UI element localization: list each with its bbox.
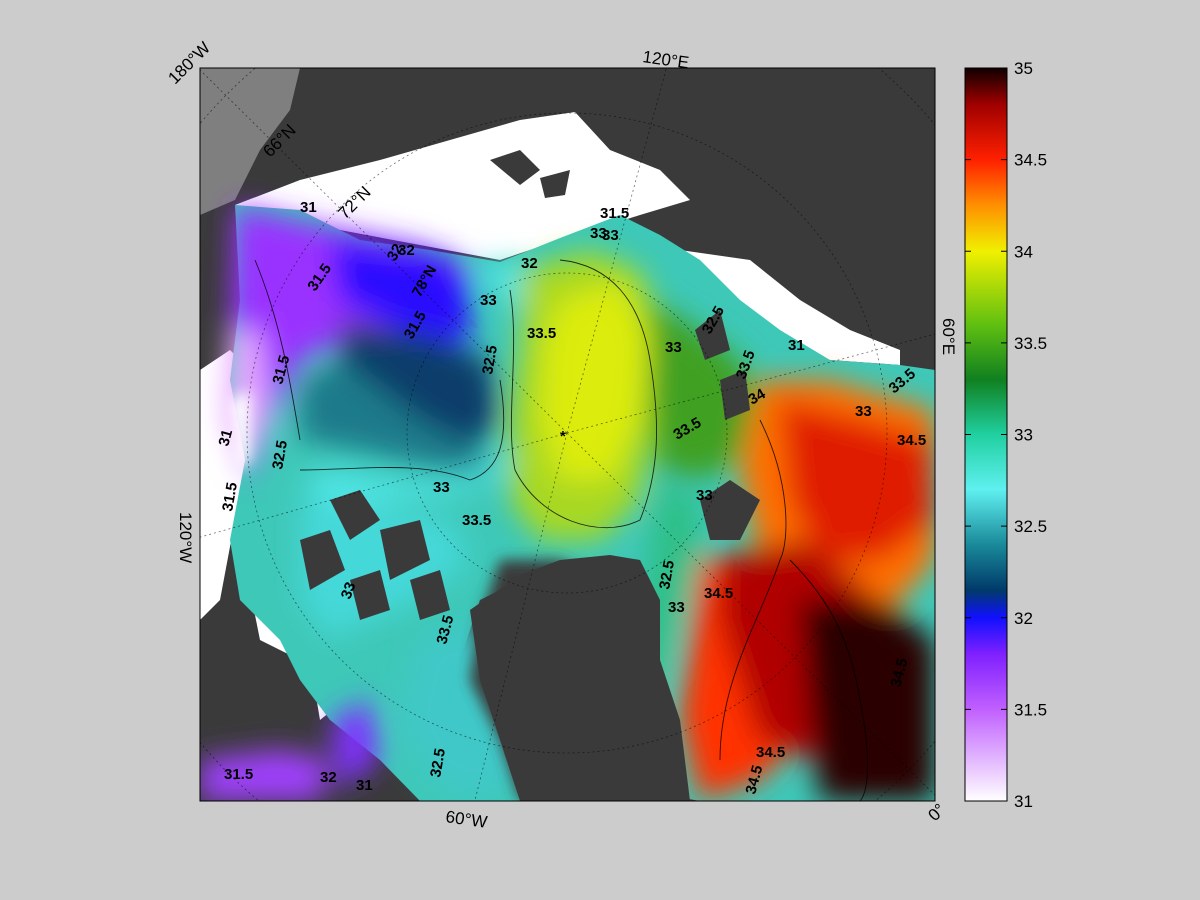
contour-label: 32 bbox=[320, 769, 337, 786]
contour-label: 34.5 bbox=[887, 656, 911, 689]
colorbar-tick-label: 34.5 bbox=[1014, 151, 1047, 170]
graticule bbox=[200, 68, 935, 801]
contour-label: 32.5 bbox=[656, 559, 678, 591]
lon-label-120w: 120°W bbox=[176, 512, 195, 563]
colorbar-tick-label: 33 bbox=[1014, 426, 1033, 445]
contour-label: 33.5 bbox=[433, 613, 457, 646]
colorbar: 35 34.5 34 33.5 33 32.5 32 31.5 31 bbox=[964, 59, 1047, 811]
ocean-salinity-field bbox=[200, 205, 935, 801]
contour-label: 31 bbox=[788, 337, 805, 354]
contour-label: 31.5 bbox=[269, 353, 293, 386]
colorbar-fill bbox=[965, 68, 1007, 801]
contour-lines bbox=[254, 259, 868, 801]
contour-label: 32 bbox=[521, 255, 538, 272]
contour-label: 31.5 bbox=[219, 481, 241, 513]
contour-label: 31 bbox=[215, 428, 236, 449]
colorbar-tick-label: 34 bbox=[1014, 242, 1033, 261]
contour-label: 33 bbox=[602, 227, 619, 244]
greenland bbox=[470, 555, 690, 801]
contour-label: 33 bbox=[433, 479, 450, 496]
contour-label: 33 bbox=[696, 487, 713, 504]
contour-label: 32.5 bbox=[269, 439, 291, 471]
contour-label: 31.5 bbox=[600, 205, 629, 222]
colorbar-tick-label: 32.5 bbox=[1014, 517, 1047, 536]
contour-label: 34 bbox=[746, 385, 770, 408]
contour-label: 33 bbox=[855, 403, 872, 420]
colorbar-ticks: 35 34.5 34 33.5 33 32.5 32 31.5 31 bbox=[965, 59, 1047, 811]
contour-label: 32.5 bbox=[479, 344, 501, 376]
contour-label: 31 bbox=[356, 777, 373, 794]
contour-label: 33 bbox=[668, 599, 685, 616]
colorbar-tick-label: 35 bbox=[1014, 59, 1033, 78]
light-land-region bbox=[200, 68, 300, 215]
colorbar-tick-label: 31 bbox=[1014, 792, 1033, 811]
colorbar-tick-label: 33.5 bbox=[1014, 334, 1047, 353]
contour-labels: 3131.53278°N32333231.53332.533.53332.531… bbox=[215, 199, 926, 796]
contour-label: 33 bbox=[338, 580, 360, 601]
contour-label: 34.5 bbox=[756, 744, 785, 761]
contour-label: 33 bbox=[480, 292, 497, 309]
north-pole-marker: * bbox=[560, 428, 566, 445]
contour-label: 33 bbox=[665, 339, 682, 356]
contour-label: 33.5 bbox=[462, 512, 491, 529]
contour-label: 34.5 bbox=[897, 432, 926, 449]
contour-label: 32 bbox=[384, 241, 407, 264]
map-frame bbox=[199, 67, 936, 802]
contour-label: 31.5 bbox=[224, 766, 253, 783]
contour-label: 34.5 bbox=[704, 585, 733, 602]
contour-label: 33 bbox=[590, 225, 607, 242]
lon-label-60w: 60°W bbox=[444, 807, 488, 832]
contour-label: 32.5 bbox=[427, 747, 449, 779]
map-panel: * 66°N 72°N 3131.53278°N32333231.53332.5… bbox=[200, 68, 935, 801]
lon-label-0: 0° bbox=[924, 800, 949, 825]
contour-label: 33.5 bbox=[527, 325, 556, 342]
contour-label: 34.5 bbox=[742, 763, 766, 796]
contour-label: 31 bbox=[300, 199, 317, 216]
colorbar-tick-label: 32 bbox=[1014, 609, 1033, 628]
contour-label: 32 bbox=[398, 242, 415, 259]
land-masses bbox=[300, 150, 760, 801]
colorbar-tick-label: 31.5 bbox=[1014, 700, 1047, 719]
lon-label-60e: 60°E bbox=[939, 318, 958, 355]
